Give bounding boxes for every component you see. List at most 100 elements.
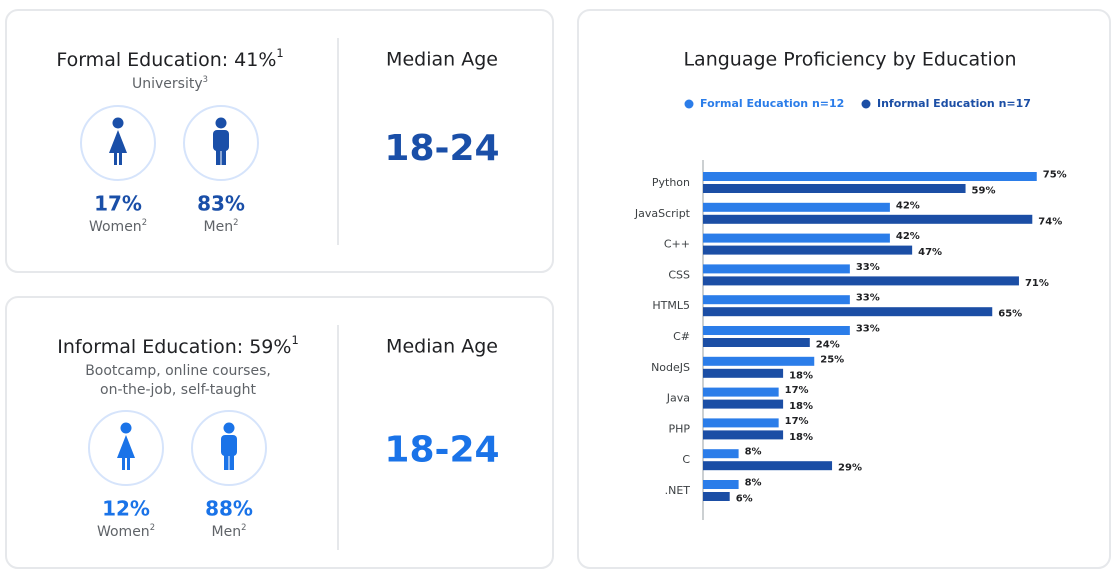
value-label: 24% xyxy=(816,340,840,351)
bar xyxy=(703,184,966,193)
value-label: 18% xyxy=(789,401,813,412)
card-title: Formal Education: 41%1 xyxy=(56,46,283,71)
value-label: 71% xyxy=(1025,278,1049,289)
value-label: 33% xyxy=(856,324,880,335)
median-label: Median Age xyxy=(386,49,498,71)
label-text: Men xyxy=(212,524,242,540)
bar xyxy=(703,245,913,255)
icon-leg xyxy=(229,453,234,470)
gender-share: 12% xyxy=(102,497,150,521)
bar xyxy=(703,356,815,366)
card-subtitle: on-the-job, self-taught xyxy=(100,382,256,398)
value-label: 17% xyxy=(785,385,809,396)
subtitle-text: University xyxy=(132,76,203,92)
icon-body xyxy=(221,435,237,456)
median-value: 18-24 xyxy=(384,429,499,470)
value-label: 8% xyxy=(745,478,762,489)
gender-share: 88% xyxy=(205,497,253,521)
category-label: CSS xyxy=(668,268,690,281)
bar xyxy=(703,368,784,378)
bar xyxy=(703,233,890,243)
bar xyxy=(703,480,739,489)
value-label: 29% xyxy=(838,463,862,474)
chart-title: Language Proficiency by Education xyxy=(683,49,1016,71)
value-label: 18% xyxy=(789,432,813,443)
bar xyxy=(703,492,730,501)
icon-body xyxy=(213,130,229,151)
label-text: Women xyxy=(89,219,142,235)
bar xyxy=(703,326,850,335)
card xyxy=(5,9,554,273)
title-text: Formal Education: 41% xyxy=(56,49,276,71)
bar xyxy=(703,399,784,409)
value-label: 59% xyxy=(972,186,996,197)
chart-card xyxy=(577,9,1111,569)
icon-head xyxy=(223,422,235,434)
value-label: 75% xyxy=(1043,170,1067,181)
footnote-mark: 2 xyxy=(233,217,238,227)
label-text: Men xyxy=(204,219,234,235)
card-title: Informal Education: 59%1 xyxy=(57,333,298,358)
median-value: 18-24 xyxy=(384,128,499,169)
icon-leg xyxy=(224,453,229,470)
value-label: 33% xyxy=(856,293,880,304)
value-label: 8% xyxy=(745,447,762,458)
bar xyxy=(703,307,993,317)
title-text: Informal Education: 59% xyxy=(57,336,291,358)
bar xyxy=(703,276,1019,286)
bar xyxy=(703,172,1037,181)
footnote-mark: 2 xyxy=(241,522,246,532)
gender-label: Men2 xyxy=(212,522,247,541)
gender-label: Women2 xyxy=(89,217,147,236)
bar xyxy=(703,449,739,459)
gender-label: Men2 xyxy=(204,217,239,236)
icon-leg xyxy=(127,457,130,470)
legend-swatch xyxy=(861,99,871,109)
legend-label: Formal Education n=12 xyxy=(700,97,844,110)
category-label: JavaScript xyxy=(634,207,691,220)
value-label: 42% xyxy=(896,231,920,242)
icon-head xyxy=(120,422,132,434)
legend-swatch xyxy=(684,99,694,109)
value-label: 47% xyxy=(918,247,942,258)
card-subtitle: Bootcamp, online courses, xyxy=(85,363,271,379)
bar xyxy=(703,338,810,347)
value-label: 65% xyxy=(998,309,1022,320)
gender-share: 17% xyxy=(94,192,142,216)
card xyxy=(5,296,554,569)
value-label: 42% xyxy=(896,200,920,211)
subtitle-text: on-the-job, self-taught xyxy=(100,382,256,398)
footnote-mark: 1 xyxy=(276,46,283,60)
bar xyxy=(703,387,779,397)
category-label: C xyxy=(682,453,690,466)
category-label: Java xyxy=(666,392,690,405)
bar xyxy=(703,264,850,274)
category-label: C++ xyxy=(664,238,690,251)
subtitle-text: Bootcamp, online courses, xyxy=(85,363,271,379)
value-label: 18% xyxy=(789,370,813,381)
bar xyxy=(703,430,784,440)
icon-head xyxy=(112,117,124,129)
category-label: C# xyxy=(673,330,690,343)
category-label: NodeJS xyxy=(651,361,690,374)
bar xyxy=(703,202,890,212)
icon-body xyxy=(109,130,127,153)
icon-leg xyxy=(119,152,122,165)
value-label: 6% xyxy=(736,494,753,505)
label-text: Women xyxy=(97,524,150,540)
bar xyxy=(703,461,833,471)
icon-body xyxy=(117,435,135,458)
footnote-mark: 1 xyxy=(291,333,298,347)
category-label: PHP xyxy=(668,422,690,435)
icon-leg xyxy=(122,457,125,470)
icon-head xyxy=(215,117,227,129)
card-subtitle: University3 xyxy=(132,74,208,93)
icon-leg xyxy=(114,152,117,165)
value-label: 74% xyxy=(1038,216,1062,227)
legend-label: Informal Education n=17 xyxy=(877,97,1031,110)
footnote-mark: 3 xyxy=(203,74,208,84)
category-label: HTML5 xyxy=(652,299,690,312)
value-label: 33% xyxy=(856,262,880,273)
value-label: 25% xyxy=(820,354,844,365)
